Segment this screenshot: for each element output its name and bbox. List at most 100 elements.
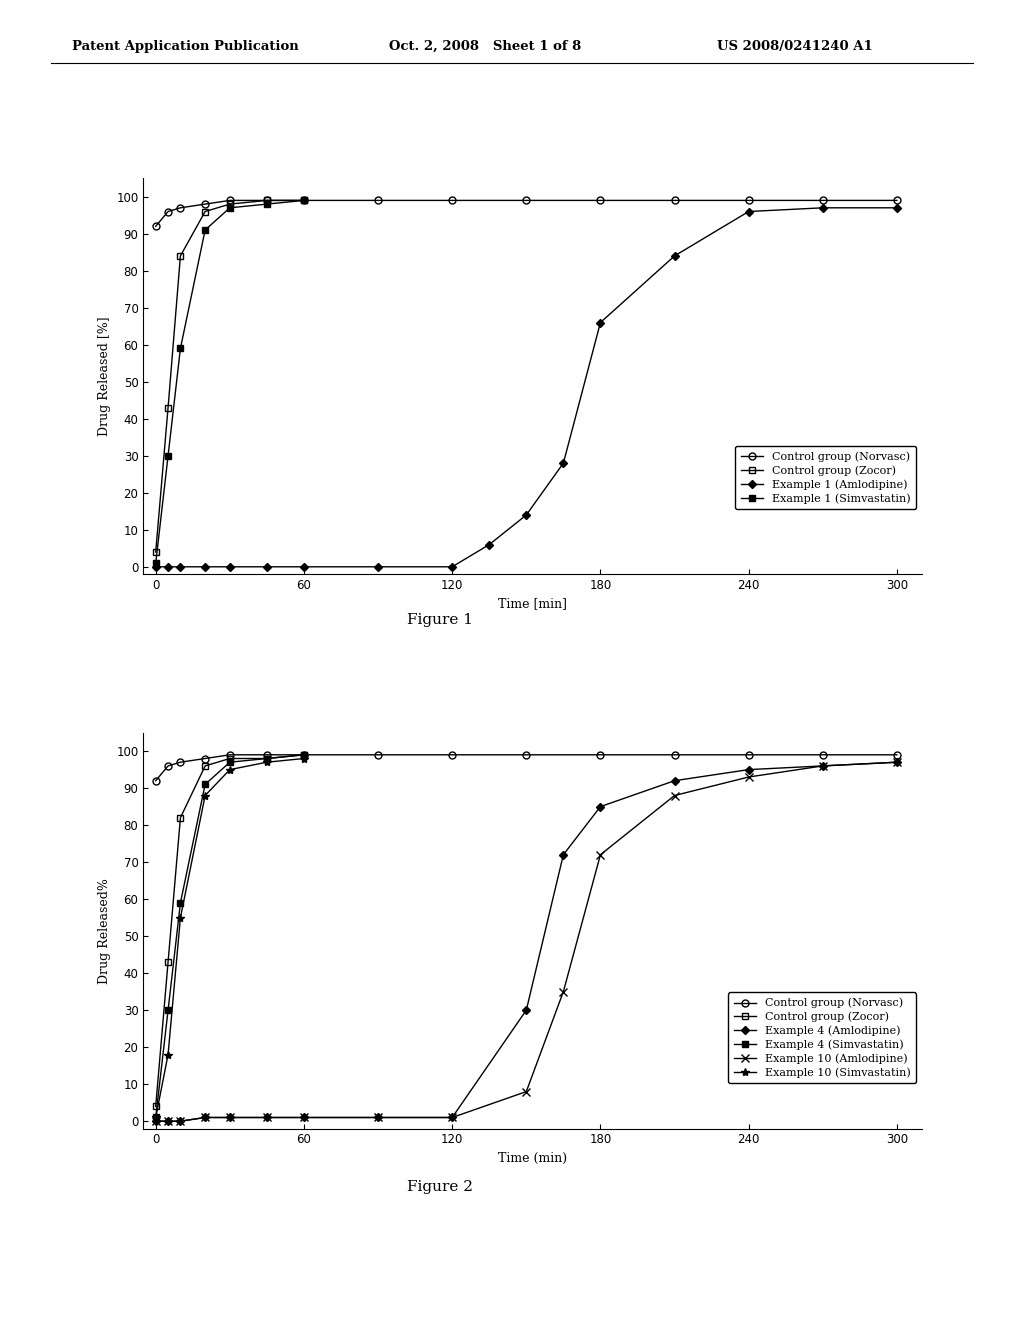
Example 4 (Amlodipine) bbox=[594, 799, 606, 814]
Example 4 (Amlodipine) bbox=[520, 1002, 532, 1018]
Example 1 (Amlodipine) bbox=[669, 248, 681, 264]
Control group (Norvasc) bbox=[298, 747, 310, 763]
Example 10 (Simvastatin) bbox=[162, 1047, 174, 1063]
Example 4 (Amlodipine) bbox=[199, 1110, 211, 1126]
Example 4 (Simvastatin) bbox=[162, 1002, 174, 1018]
Example 4 (Simvastatin) bbox=[223, 754, 236, 770]
Example 10 (Amlodipine) bbox=[174, 1113, 186, 1129]
Example 4 (Simvastatin) bbox=[298, 747, 310, 763]
Control group (Norvasc) bbox=[816, 747, 828, 763]
Control group (Norvasc) bbox=[298, 193, 310, 209]
Text: Oct. 2, 2008   Sheet 1 of 8: Oct. 2, 2008 Sheet 1 of 8 bbox=[389, 40, 582, 53]
Example 10 (Amlodipine) bbox=[223, 1110, 236, 1126]
Example 4 (Amlodipine) bbox=[742, 762, 755, 777]
Control group (Norvasc) bbox=[261, 193, 273, 209]
Line: Example 4 (Amlodipine): Example 4 (Amlodipine) bbox=[153, 759, 900, 1123]
Line: Example 1 (Amlodipine): Example 1 (Amlodipine) bbox=[153, 205, 900, 569]
Example 4 (Simvastatin) bbox=[199, 776, 211, 792]
Text: Figure 1: Figure 1 bbox=[408, 614, 473, 627]
Example 4 (Amlodipine) bbox=[174, 1113, 186, 1129]
Text: US 2008/0241240 A1: US 2008/0241240 A1 bbox=[717, 40, 872, 53]
Example 4 (Amlodipine) bbox=[669, 772, 681, 788]
X-axis label: Time (min): Time (min) bbox=[498, 1152, 567, 1166]
Control group (Norvasc) bbox=[150, 772, 162, 788]
Control group (Norvasc) bbox=[199, 751, 211, 767]
Control group (Norvasc) bbox=[261, 747, 273, 763]
Example 10 (Amlodipine) bbox=[594, 847, 606, 863]
Line: Control group (Norvasc): Control group (Norvasc) bbox=[153, 197, 900, 230]
Text: Patent Application Publication: Patent Application Publication bbox=[72, 40, 298, 53]
Example 10 (Simvastatin) bbox=[298, 751, 310, 767]
Control group (Norvasc) bbox=[223, 193, 236, 209]
Line: Control group (Zocor): Control group (Zocor) bbox=[153, 197, 307, 556]
Example 10 (Amlodipine) bbox=[557, 983, 569, 999]
Control group (Norvasc) bbox=[816, 193, 828, 209]
Example 4 (Amlodipine) bbox=[261, 1110, 273, 1126]
Example 1 (Amlodipine) bbox=[223, 558, 236, 574]
Control group (Zocor) bbox=[223, 751, 236, 767]
Example 10 (Simvastatin) bbox=[174, 909, 186, 925]
Example 1 (Amlodipine) bbox=[446, 558, 459, 574]
Y-axis label: Drug Released%: Drug Released% bbox=[97, 878, 111, 983]
Control group (Zocor) bbox=[261, 751, 273, 767]
Control group (Norvasc) bbox=[174, 199, 186, 215]
Example 10 (Simvastatin) bbox=[261, 754, 273, 770]
Example 10 (Amlodipine) bbox=[742, 770, 755, 785]
Example 1 (Amlodipine) bbox=[298, 558, 310, 574]
Example 4 (Amlodipine) bbox=[298, 1110, 310, 1126]
Control group (Norvasc) bbox=[594, 747, 606, 763]
Example 1 (Simvastatin) bbox=[261, 197, 273, 213]
Control group (Zocor) bbox=[298, 193, 310, 209]
Example 1 (Simvastatin) bbox=[174, 341, 186, 356]
Example 1 (Amlodipine) bbox=[891, 199, 903, 215]
Control group (Zocor) bbox=[199, 758, 211, 774]
Control group (Norvasc) bbox=[669, 747, 681, 763]
Example 4 (Amlodipine) bbox=[891, 754, 903, 770]
Control group (Norvasc) bbox=[150, 218, 162, 234]
Line: Example 10 (Simvastatin): Example 10 (Simvastatin) bbox=[152, 754, 308, 1122]
Text: Figure 2: Figure 2 bbox=[408, 1180, 473, 1193]
Example 4 (Amlodipine) bbox=[446, 1110, 459, 1126]
Example 1 (Amlodipine) bbox=[372, 558, 384, 574]
Example 10 (Amlodipine) bbox=[261, 1110, 273, 1126]
Line: Example 4 (Simvastatin): Example 4 (Simvastatin) bbox=[153, 752, 307, 1121]
Example 4 (Simvastatin) bbox=[174, 895, 186, 911]
Example 10 (Amlodipine) bbox=[669, 788, 681, 804]
Control group (Norvasc) bbox=[669, 193, 681, 209]
Control group (Norvasc) bbox=[372, 193, 384, 209]
Example 10 (Amlodipine) bbox=[372, 1110, 384, 1126]
Control group (Norvasc) bbox=[742, 193, 755, 209]
Example 4 (Amlodipine) bbox=[816, 758, 828, 774]
Example 10 (Amlodipine) bbox=[298, 1110, 310, 1126]
Control group (Norvasc) bbox=[891, 747, 903, 763]
Example 10 (Amlodipine) bbox=[150, 1113, 162, 1129]
Control group (Zocor) bbox=[298, 747, 310, 763]
Example 4 (Amlodipine) bbox=[150, 1113, 162, 1129]
Control group (Norvasc) bbox=[446, 747, 459, 763]
Example 10 (Amlodipine) bbox=[891, 754, 903, 770]
Example 4 (Amlodipine) bbox=[372, 1110, 384, 1126]
Example 10 (Simvastatin) bbox=[150, 1110, 162, 1126]
Example 1 (Amlodipine) bbox=[483, 537, 496, 553]
Example 10 (Amlodipine) bbox=[816, 758, 828, 774]
Example 1 (Amlodipine) bbox=[557, 455, 569, 471]
Legend: Control group (Norvasc), Control group (Zocor), Example 4 (Amlodipine), Example : Control group (Norvasc), Control group (… bbox=[728, 993, 916, 1084]
Control group (Norvasc) bbox=[174, 754, 186, 770]
Control group (Zocor) bbox=[162, 400, 174, 416]
Example 1 (Amlodipine) bbox=[150, 558, 162, 574]
Control group (Zocor) bbox=[174, 809, 186, 825]
Example 1 (Amlodipine) bbox=[742, 203, 755, 219]
Control group (Zocor) bbox=[261, 193, 273, 209]
Line: Control group (Norvasc): Control group (Norvasc) bbox=[153, 751, 900, 784]
Example 1 (Amlodipine) bbox=[174, 558, 186, 574]
Control group (Norvasc) bbox=[372, 747, 384, 763]
Example 10 (Amlodipine) bbox=[162, 1113, 174, 1129]
Example 4 (Simvastatin) bbox=[150, 1110, 162, 1126]
Control group (Zocor) bbox=[174, 248, 186, 264]
Y-axis label: Drug Released [%]: Drug Released [%] bbox=[97, 317, 111, 436]
Example 10 (Amlodipine) bbox=[199, 1110, 211, 1126]
Line: Example 10 (Amlodipine): Example 10 (Amlodipine) bbox=[152, 758, 901, 1126]
Control group (Zocor) bbox=[150, 544, 162, 560]
Control group (Norvasc) bbox=[520, 747, 532, 763]
Line: Example 1 (Simvastatin): Example 1 (Simvastatin) bbox=[153, 198, 307, 566]
